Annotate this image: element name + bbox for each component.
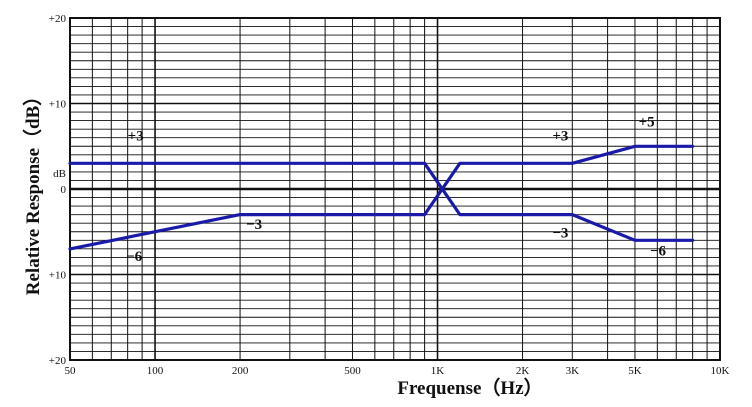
x-axis-title: Frequense（Hz）	[397, 376, 542, 399]
chart-series	[68, 144, 695, 251]
y-tick-label: +10	[49, 99, 67, 111]
plot-border	[69, 17, 721, 361]
annotation-label: −6	[126, 249, 143, 265]
x-tick-label: 200	[232, 365, 249, 377]
annotation-label: −3	[552, 226, 568, 242]
x-tick-label: 1K	[431, 365, 445, 377]
y-axis-title: Relative Response（dB）	[21, 87, 44, 295]
chart-grid	[69, 17, 721, 361]
y-tick-label: +20	[49, 13, 67, 25]
series-line	[68, 144, 695, 251]
x-tick-label: 5K	[628, 365, 642, 377]
x-tick-label: 2K	[516, 365, 530, 377]
x-tick-label: 100	[147, 365, 164, 377]
series-line	[68, 161, 695, 242]
annotation-label: −6	[650, 244, 667, 260]
y-tick-label: +20	[49, 355, 67, 367]
y-tick-label: 0	[61, 184, 67, 196]
annotation-label: −3	[246, 217, 262, 233]
x-tick-label: 500	[344, 365, 361, 377]
annotation-label: +5	[639, 115, 655, 131]
y-tick-label: +10	[49, 270, 67, 282]
annotation-label: +3	[128, 128, 144, 144]
x-tick-label: 3K	[566, 365, 580, 377]
x-tick-label: 50	[65, 365, 77, 377]
annotation-label: +3	[552, 128, 568, 144]
x-tick-label: 10K	[711, 365, 730, 377]
x-tick-labels: 50 100 200 500 1K 2K 3K 5K 10K	[65, 365, 730, 377]
y-unit-label: dB	[53, 168, 66, 180]
annotations: +3 −6 −3 +3 +5 −3 −6	[126, 115, 666, 265]
y-tick-labels: +20 +10 0 +10 +20	[49, 13, 67, 367]
